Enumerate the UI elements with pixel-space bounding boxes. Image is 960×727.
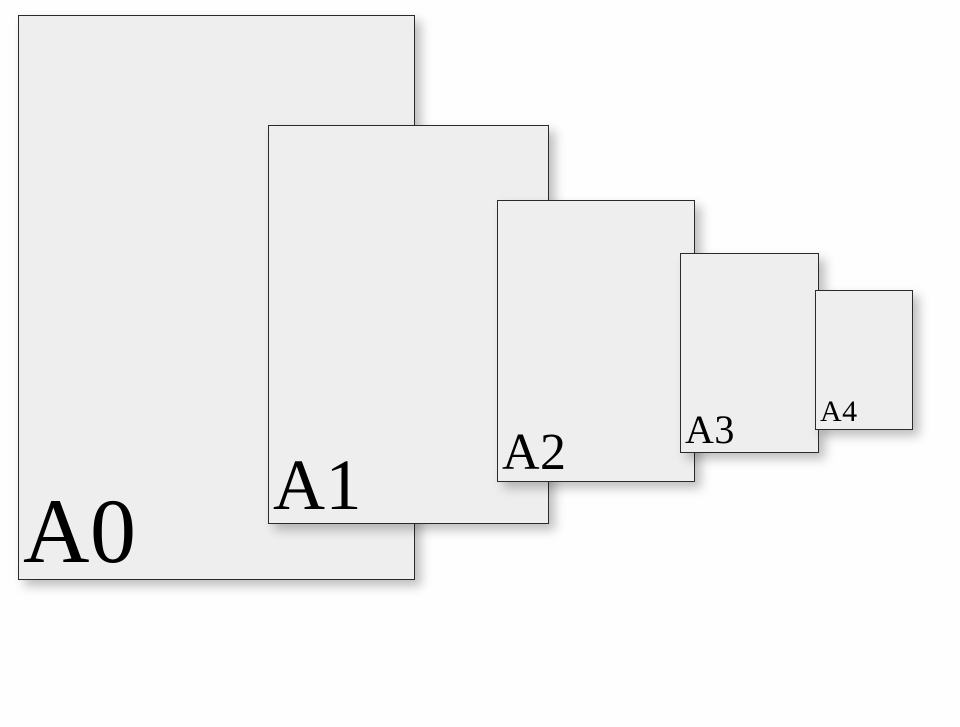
sheet-a4-label: A4 [816,397,858,429]
sheet-a2: A2 [497,200,695,482]
sheet-a3-label: A3 [681,410,735,452]
sheet-a3: A3 [680,253,819,453]
sheet-a0-label: A0 [19,485,136,579]
sheet-a4: A4 [815,290,913,430]
sheet-a1-label: A1 [269,449,362,523]
sheet-a2-label: A2 [498,427,567,481]
paper-size-diagram: A0 A1 A2 A3 A4 [0,0,960,727]
